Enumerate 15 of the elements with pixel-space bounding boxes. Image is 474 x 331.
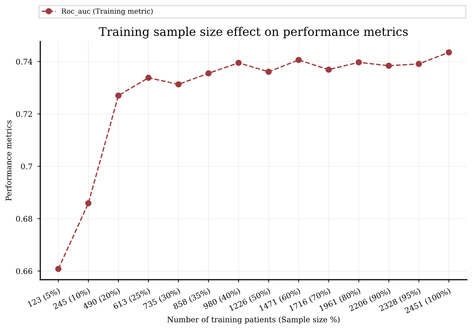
point xyxy=(205,70,212,76)
point xyxy=(446,49,452,56)
point xyxy=(326,66,332,73)
point xyxy=(115,92,122,99)
point xyxy=(265,68,272,75)
point xyxy=(386,62,392,69)
point xyxy=(145,74,152,81)
point xyxy=(356,59,362,66)
point xyxy=(235,60,242,66)
point xyxy=(55,266,62,272)
chart-title: Training sample size effect on performance metrics xyxy=(98,26,408,38)
point xyxy=(416,60,422,68)
point xyxy=(296,56,302,64)
point xyxy=(175,81,182,88)
point xyxy=(85,200,92,206)
